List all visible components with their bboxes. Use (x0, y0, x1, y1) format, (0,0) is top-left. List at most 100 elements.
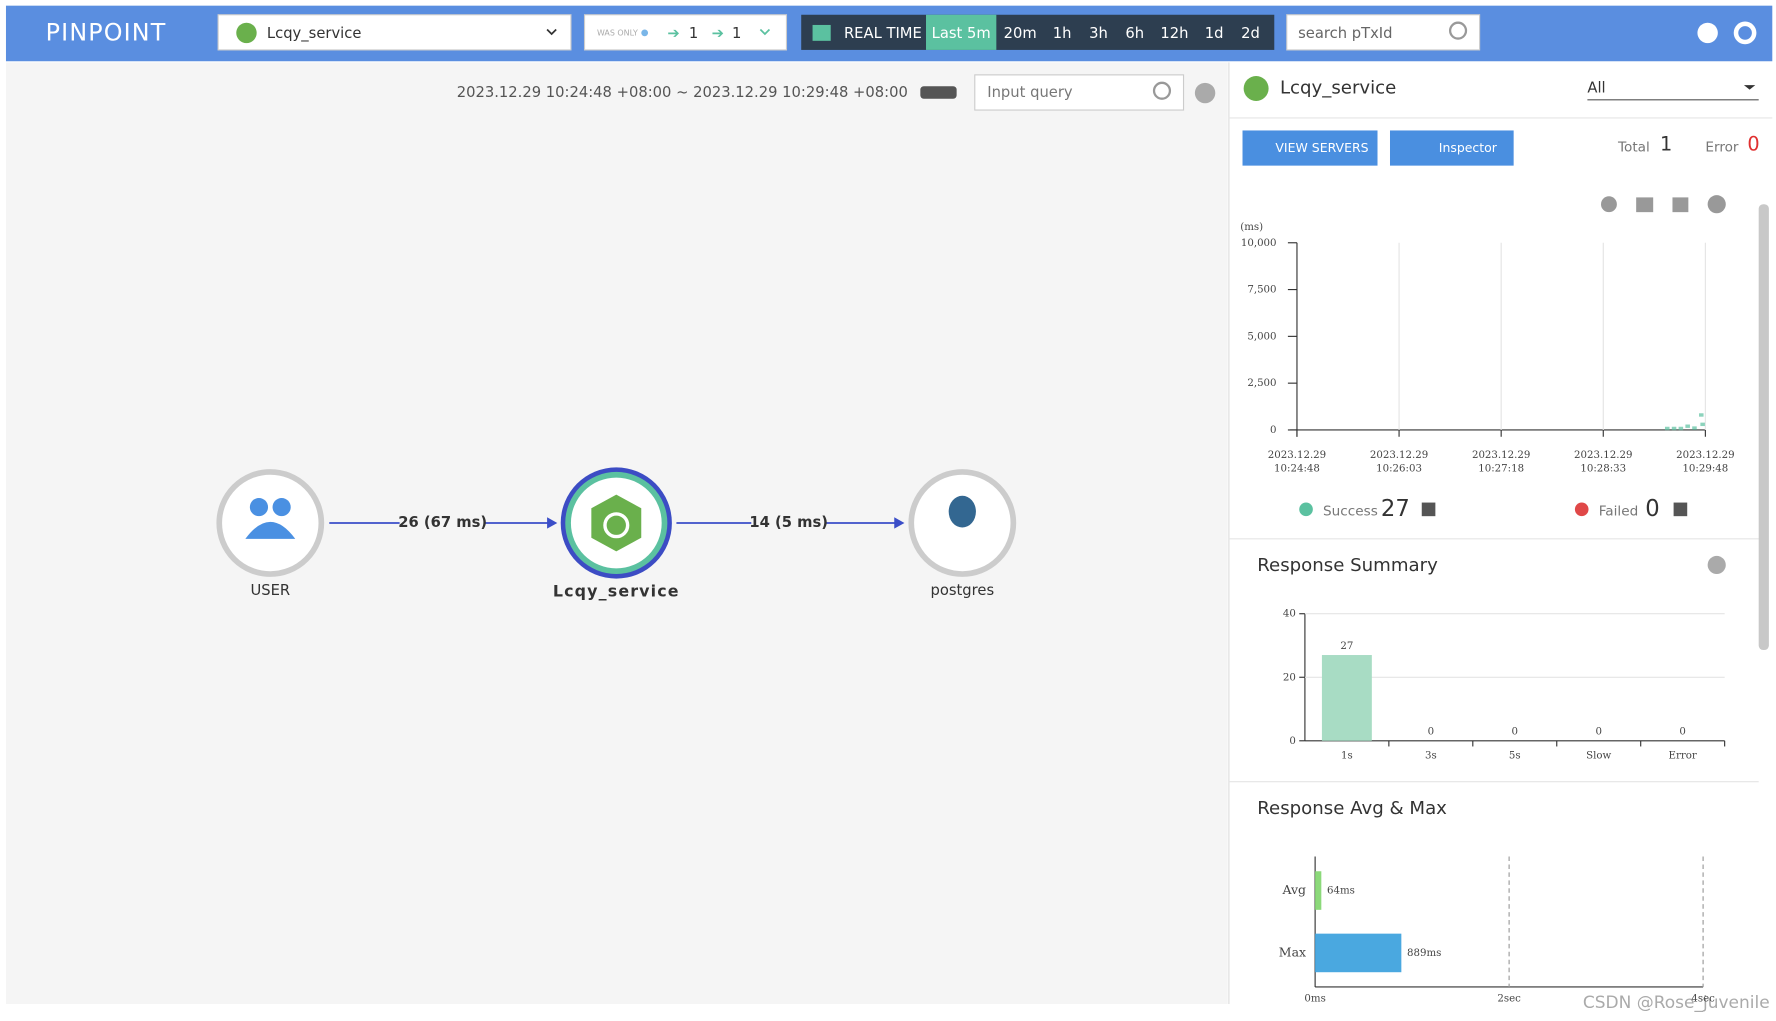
bar (1315, 871, 1322, 910)
button-label: VIEW SERVERS (1275, 140, 1368, 155)
scatter-point (1692, 426, 1697, 430)
checkbox[interactable] (1673, 502, 1688, 517)
app-icon (1243, 76, 1269, 101)
time-range: 2023.12.29 10:24:48 +08:00 ~ 2023.12.29 … (457, 84, 908, 101)
y-tick-label: 0 (1270, 425, 1277, 436)
x-tick-date: 2023.12.29 (1370, 450, 1428, 461)
was-only: WAS ONLY (597, 28, 638, 37)
bar-value-label: 0 (1428, 727, 1435, 738)
x-tick-label: 5s (1509, 751, 1521, 762)
app-name: Lcqy_service (267, 25, 362, 42)
category-label: Avg (1282, 882, 1307, 897)
failed-label: Failed (1599, 504, 1639, 520)
chevron (546, 28, 557, 36)
mode-button[interactable]: 3h (1089, 25, 1108, 42)
mode-button[interactable]: 1d (1205, 25, 1224, 42)
bar (1321, 655, 1372, 741)
x-tick-time: 10:27:18 (1478, 464, 1524, 475)
outbound-count: 1 (732, 25, 741, 42)
node-label: Lcqy_service (553, 582, 680, 601)
x-tick-label: 2sec (1497, 993, 1521, 1004)
mode-button[interactable]: 12h (1160, 25, 1188, 42)
mode-button[interactable]: 2d (1241, 25, 1260, 42)
app-select[interactable] (217, 14, 572, 51)
x-tick-label: 0ms (1304, 993, 1325, 1004)
error-value: 0 (1747, 133, 1759, 156)
download-icon[interactable] (1636, 197, 1654, 213)
y-tick-label: 2,500 (1247, 378, 1276, 389)
y-tick-label: 20 (1283, 672, 1296, 683)
server-filter[interactable] (583, 14, 788, 51)
watermark: CSDN @Rose_juvenile (1583, 993, 1770, 1013)
search-box[interactable] (1286, 14, 1481, 51)
spring-icon (591, 494, 642, 552)
dots-icon (641, 29, 649, 37)
button-label: Inspector (1439, 140, 1498, 155)
edge-arrow (547, 517, 558, 529)
x-tick-label: Slow (1586, 751, 1611, 762)
edge-arrow (894, 517, 905, 529)
edge-label: 14 (5 ms) (749, 514, 828, 531)
y-tick-label: 40 (1283, 609, 1296, 620)
success-count: 27 (1381, 496, 1410, 522)
filter[interactable]: All (1587, 79, 1605, 96)
bar-value-label: 64ms (1327, 886, 1355, 897)
mode-button[interactable]: Last 5m (932, 25, 991, 42)
x-tick-date: 2023.12.29 (1472, 450, 1530, 461)
range-arrows[interactable] (920, 86, 957, 99)
expand-icon[interactable] (1672, 197, 1689, 213)
failed-count: 0 (1645, 496, 1659, 522)
scatter-point (1685, 424, 1690, 428)
inspector-button[interactable] (1389, 130, 1514, 166)
power-icon (603, 512, 630, 539)
calendar-icon[interactable] (812, 24, 831, 41)
settings-icon[interactable] (1733, 21, 1757, 45)
success-dot (1299, 502, 1313, 517)
failed-dot (1574, 502, 1589, 517)
chevron (1743, 85, 1756, 90)
outbound-icon: ➔ (712, 25, 724, 42)
edge-label-bg (751, 512, 827, 534)
scatter-point (1700, 422, 1705, 427)
chevron (759, 28, 771, 36)
user-icon (249, 498, 269, 517)
search-placeholder: search pTxId (1298, 25, 1392, 42)
help-icon[interactable] (1194, 82, 1216, 104)
x-tick-date: 2023.12.29 (1268, 450, 1326, 461)
unit-label: (ms) (1240, 221, 1263, 233)
category-label: Max (1279, 944, 1306, 959)
mode-button[interactable]: 1h (1053, 25, 1072, 42)
app-icon (236, 22, 257, 44)
scatter-point (1664, 426, 1670, 431)
help-icon[interactable] (1707, 195, 1726, 214)
x-tick-time: 10:24:48 (1274, 464, 1320, 475)
panel-app: Lcqy_service (1280, 77, 1396, 98)
mode-button[interactable]: REAL TIME (844, 25, 922, 42)
settings-icon[interactable] (1600, 196, 1617, 213)
y-tick-label: 10,000 (1241, 238, 1277, 249)
x-tick-time: 10:29:48 (1682, 464, 1728, 475)
y-tick-label: 5,000 (1247, 331, 1276, 342)
query-box[interactable] (974, 74, 1185, 111)
time-bar (801, 14, 1275, 50)
scrollbar[interactable] (1758, 204, 1769, 651)
section-title: Response Avg & Max (1257, 798, 1447, 819)
bar-value-label: 0 (1679, 727, 1686, 738)
error-label: Error (1705, 139, 1739, 155)
user-icon (245, 521, 296, 539)
query-placeholder: Input query (987, 84, 1073, 101)
scatter-point (1699, 413, 1704, 417)
bar-value-label: 889ms (1407, 948, 1441, 959)
mode-button[interactable]: 6h (1125, 25, 1144, 42)
scatter-point (1671, 426, 1677, 431)
help-icon[interactable] (1697, 22, 1718, 44)
x-tick-label: 1s (1341, 751, 1353, 762)
bar (1315, 933, 1402, 973)
mode-button[interactable]: 20m (1004, 25, 1037, 42)
help-icon[interactable] (1707, 555, 1726, 575)
view-servers-button[interactable] (1242, 130, 1378, 166)
checkbox[interactable] (1421, 502, 1436, 517)
x-tick-date: 2023.12.29 (1676, 450, 1734, 461)
search-icon (1448, 21, 1468, 40)
